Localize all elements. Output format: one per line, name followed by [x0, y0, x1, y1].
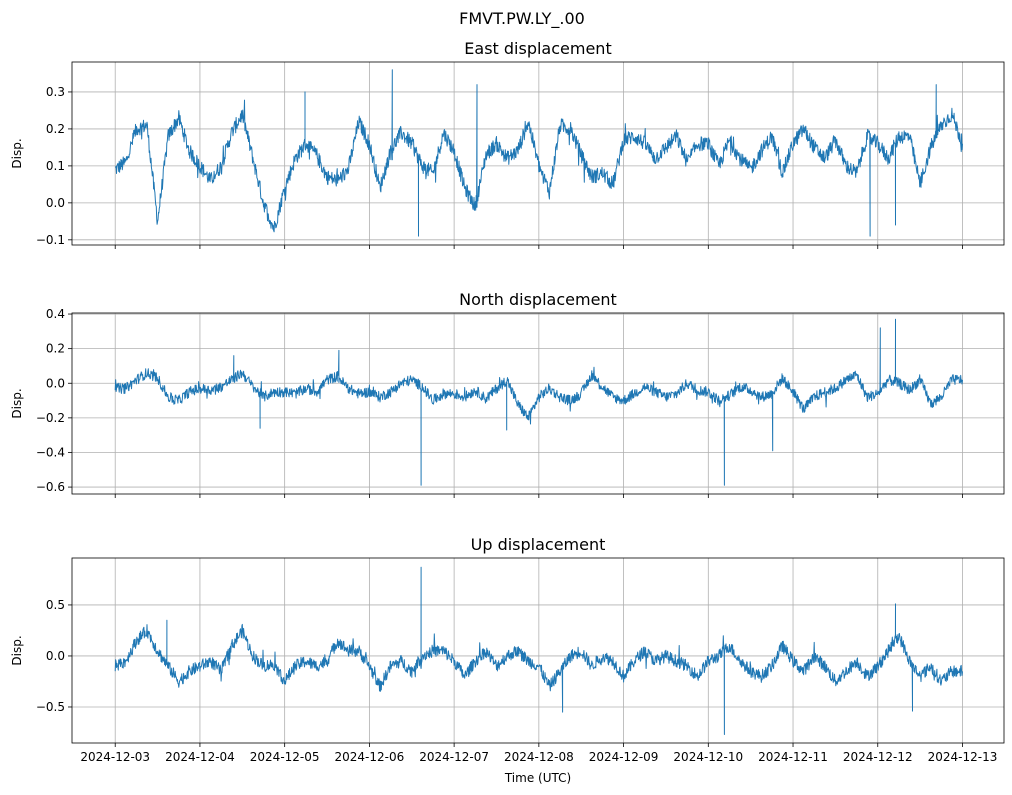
panel-up: 2024-12-03 2024-12-04 2024-12-05 2024-12-06… [10, 535, 1005, 764]
x-tick-label: 2024-12-04 [165, 750, 235, 764]
y-tick-label: 0.2 [46, 342, 65, 356]
x-tick-label: 2024-12-03 [80, 750, 150, 764]
y-tick-label: −0.2 [36, 411, 65, 425]
y-tick-label: 0.1 [46, 159, 65, 173]
x-tick-label: 2024-12-11 [758, 750, 828, 764]
y-axis-label: Disp. [10, 138, 24, 168]
x-axis-label: Time (UTC) [504, 771, 571, 785]
panel-title: North displacement [459, 290, 617, 309]
y-tick-label: −0.1 [36, 233, 65, 247]
y-tick-label: 0.0 [46, 649, 65, 663]
y-tick-label: 0.0 [46, 196, 65, 210]
panel-title: East displacement [464, 39, 611, 58]
x-tick-label: 2024-12-07 [419, 750, 489, 764]
y-tick-label: 0.2 [46, 122, 65, 136]
y-axis-label: Disp. [10, 635, 24, 665]
axes-frame [71, 557, 1005, 744]
y-tick-label: −0.4 [36, 445, 65, 459]
y-tick-label: −0.6 [36, 480, 65, 494]
x-tick-label: 2024-12-05 [250, 750, 320, 764]
panel-title: Up displacement [471, 535, 606, 554]
x-tick-label: 2024-12-08 [504, 750, 574, 764]
axes-frame [71, 61, 1005, 246]
series-line-north [114, 318, 963, 486]
panel-east: −0.1 0.0 0.1 0.2 0.3 East displacement Disp. [10, 39, 1005, 249]
x-tick-label: 2024-12-06 [335, 750, 405, 764]
y-tick-label: 0.4 [46, 307, 65, 321]
y-tick-label: 0.0 [46, 376, 65, 390]
y-tick-label: −0.5 [36, 700, 65, 714]
y-tick-label: 0.5 [46, 598, 65, 612]
x-tick-label: 2024-12-10 [673, 750, 743, 764]
panel-north: −0.6 −0.4 −0.2 0.0 0.2 0.4 North displacement D… [10, 290, 1005, 498]
y-tick-label: 0.3 [46, 85, 65, 99]
x-tick-label: 2024-12-12 [843, 750, 913, 764]
x-tick-label: 2024-12-13 [928, 750, 998, 764]
series-line-east [115, 69, 963, 237]
figure-title: FMVT.PW.LY_.00 [459, 9, 585, 29]
axes-frame [71, 312, 1005, 495]
x-tick-label: 2024-12-09 [589, 750, 659, 764]
series-line-up [114, 566, 963, 735]
y-axis-label: Disp. [10, 388, 24, 418]
